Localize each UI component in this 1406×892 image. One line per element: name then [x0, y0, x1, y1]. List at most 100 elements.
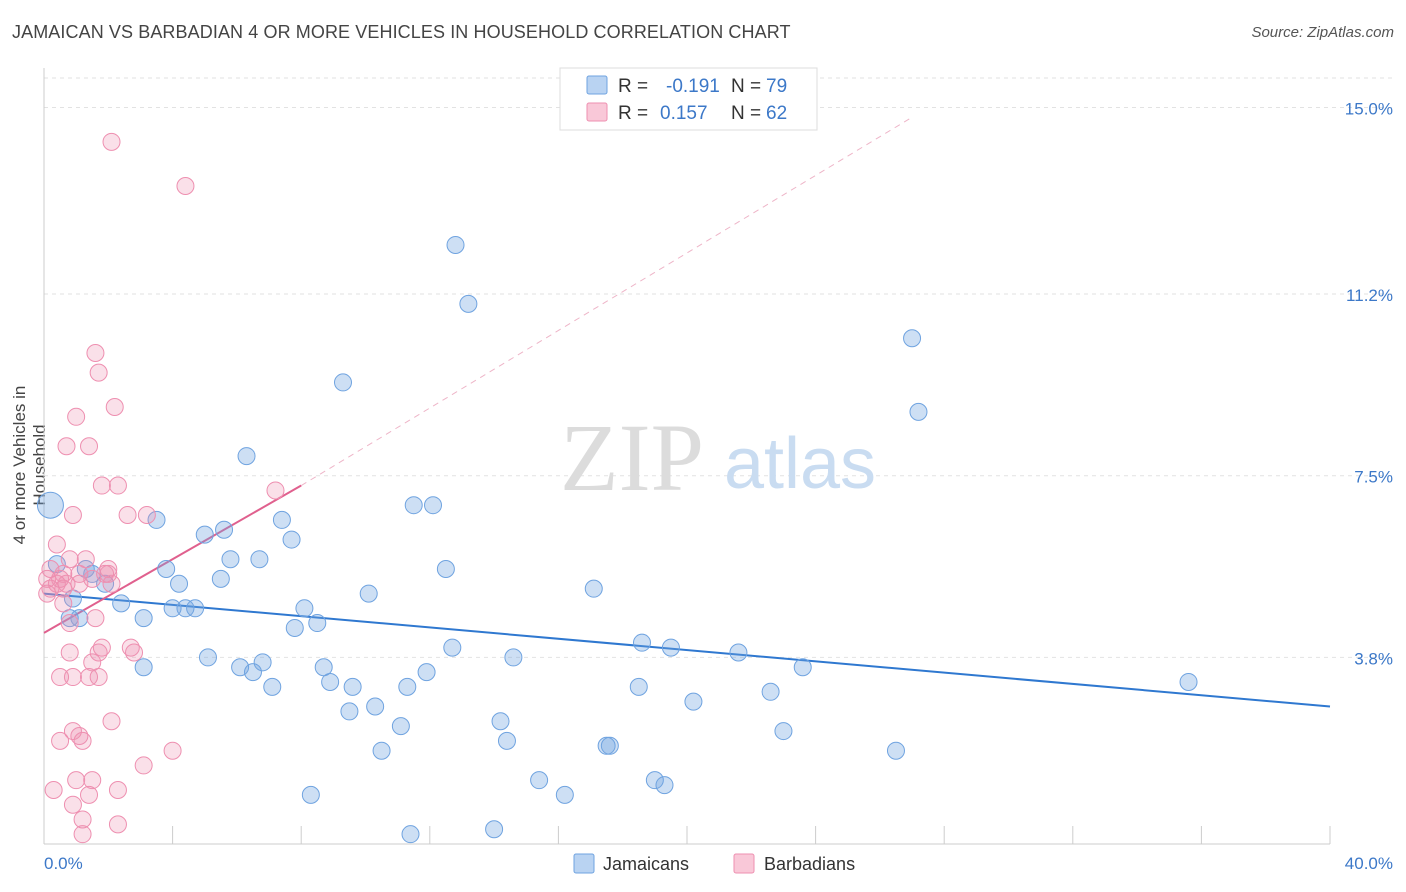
jamaicans-point: [272, 510, 291, 529]
legend-jamaicans-swatch: [573, 853, 595, 874]
x-tick-label-max: 40.0%: [1345, 854, 1393, 873]
series-legend: Jamaicans Barbadians: [573, 853, 855, 874]
jamaicans-point: [372, 741, 391, 760]
barb-r-value: 0.157: [660, 103, 708, 124]
gridlines: [44, 77, 1395, 658]
x-tick-label-min: 0.0%: [44, 854, 83, 873]
jamaicans-point: [761, 682, 780, 701]
jamaicans-point: [343, 677, 362, 696]
jamaicans-point: [774, 722, 793, 741]
jamaicans-point: [308, 614, 327, 633]
barbadians-point: [73, 731, 92, 750]
barbadians-point: [121, 638, 140, 657]
jamaicans-point: [485, 820, 504, 839]
jamaicans-point: [424, 496, 443, 515]
barbadians-point: [137, 506, 156, 525]
barb-r-label: R =: [618, 103, 648, 124]
jamaicans-point: [282, 530, 301, 549]
jamaicans-point: [250, 550, 269, 569]
barbadians-point: [86, 609, 105, 628]
y-tick-label: 7.5%: [1354, 468, 1393, 487]
barbadians-points: [38, 132, 285, 844]
jamaicans-point: [333, 373, 352, 392]
jamaicans-swatch: [586, 75, 608, 95]
jamaicans-point: [285, 618, 304, 637]
barbadians-point: [89, 363, 108, 382]
barb-n-label: N =: [731, 103, 761, 124]
barbadians-point: [134, 756, 153, 775]
barbadians-point: [44, 780, 63, 799]
jamaicans-point: [134, 658, 153, 677]
jamaicans-point: [211, 569, 230, 588]
barbadians-point: [86, 343, 105, 362]
jamaicans-point: [584, 579, 603, 598]
barbadians-point: [176, 177, 195, 196]
barbadians-point: [80, 437, 99, 456]
barbadians-point: [108, 476, 127, 495]
jamaicans-point: [600, 736, 619, 755]
jamaicans-point: [684, 692, 703, 711]
barbadians-point: [105, 397, 124, 416]
barbadians-point: [38, 569, 57, 588]
jamaicans-point: [555, 785, 574, 804]
barbadians-point: [163, 741, 182, 760]
barbadians-point: [57, 437, 76, 456]
jamaicans-point: [198, 648, 217, 667]
legend-jamaicans-label: Jamaicans: [603, 854, 689, 874]
jamaicans-point: [903, 329, 922, 348]
jamaicans-point: [459, 294, 478, 313]
barbadians-point: [51, 731, 70, 750]
barbadians-point: [83, 771, 102, 790]
barbadians-point: [92, 638, 111, 657]
barbadians-point: [60, 614, 79, 633]
jamaicans-point: [391, 717, 410, 736]
jamaicans-point: [366, 697, 385, 716]
watermark-atlas: atlas: [724, 424, 876, 504]
watermark: ZIP atlas: [560, 404, 876, 511]
barbadians-point: [63, 506, 82, 525]
jamaicans-point: [170, 574, 189, 593]
barbadians-point: [67, 407, 86, 426]
barbadians-point: [54, 594, 73, 613]
barbadians-point: [80, 785, 99, 804]
jamaicans-point: [417, 663, 436, 682]
jamaicans-point: [263, 677, 282, 696]
jamaicans-points: [36, 235, 1198, 844]
barbadians-trendline: [43, 484, 302, 634]
barbadians-point: [99, 564, 118, 583]
jamaicans-point: [645, 771, 664, 790]
jamaicans-point: [215, 520, 234, 539]
y-tick-label: 11.2%: [1346, 286, 1393, 305]
jamaicans-point: [629, 677, 648, 696]
barbadians-point: [266, 481, 285, 500]
jamaicans-point: [530, 771, 549, 790]
watermark-zip: ZIP: [560, 404, 704, 511]
jamaicans-point: [729, 643, 748, 662]
barbadians-point: [108, 815, 127, 834]
tick-labels: 3.8% 7.5% 11.2% 15.0% 0.0% 40.0%: [44, 99, 1393, 873]
jam-n-label: N =: [731, 76, 761, 97]
barbadians-point: [38, 584, 57, 603]
jamaicans-point: [186, 599, 205, 618]
jamaicans-point: [321, 672, 340, 691]
barbadians-trendline-extension: [300, 116, 913, 486]
barbadians-point: [89, 668, 108, 687]
jamaicans-point: [443, 638, 462, 657]
barbadians-point: [108, 780, 127, 799]
barbadians-point: [47, 535, 66, 554]
jamaicans-point: [340, 702, 359, 721]
jamaicans-point: [295, 599, 314, 618]
jamaicans-point: [661, 638, 680, 657]
barbadians-point: [125, 643, 144, 662]
jamaicans-point: [497, 731, 516, 750]
y-tick-label: 15.0%: [1345, 99, 1393, 118]
jam-r-value: -0.191: [666, 76, 720, 97]
barbadians-point: [63, 668, 82, 687]
jamaicans-point: [243, 663, 262, 682]
barbadians-point: [60, 643, 79, 662]
barb-n-value: 62: [766, 103, 787, 124]
jamaicans-point: [195, 525, 214, 544]
barbadians-point: [118, 506, 137, 525]
jamaicans-point: [359, 584, 378, 603]
